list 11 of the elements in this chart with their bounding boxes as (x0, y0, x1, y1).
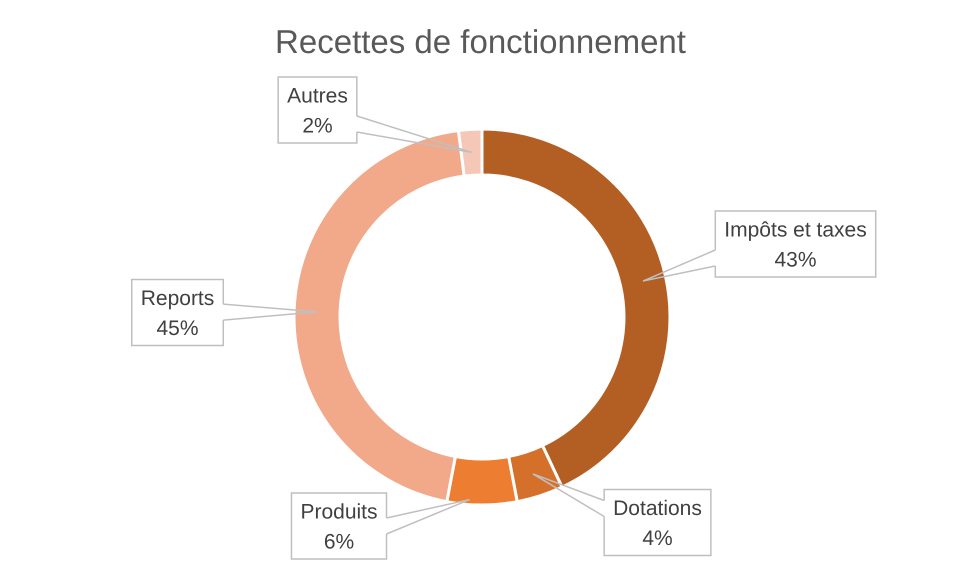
chart-title: Recettes de fonctionnement (275, 23, 686, 60)
data-label: 4% (642, 527, 673, 550)
data-label: 43% (774, 248, 817, 272)
data-label: 2% (302, 114, 333, 138)
slice-label: Impôts et taxes (724, 218, 867, 242)
data-label: 6% (324, 530, 354, 554)
data-label: 45% (156, 317, 199, 340)
slice-label: Dotations (613, 497, 702, 520)
slice-label: Produits (300, 500, 378, 524)
slice-label: Reports (140, 287, 214, 310)
slice-label: Autres (287, 84, 348, 108)
